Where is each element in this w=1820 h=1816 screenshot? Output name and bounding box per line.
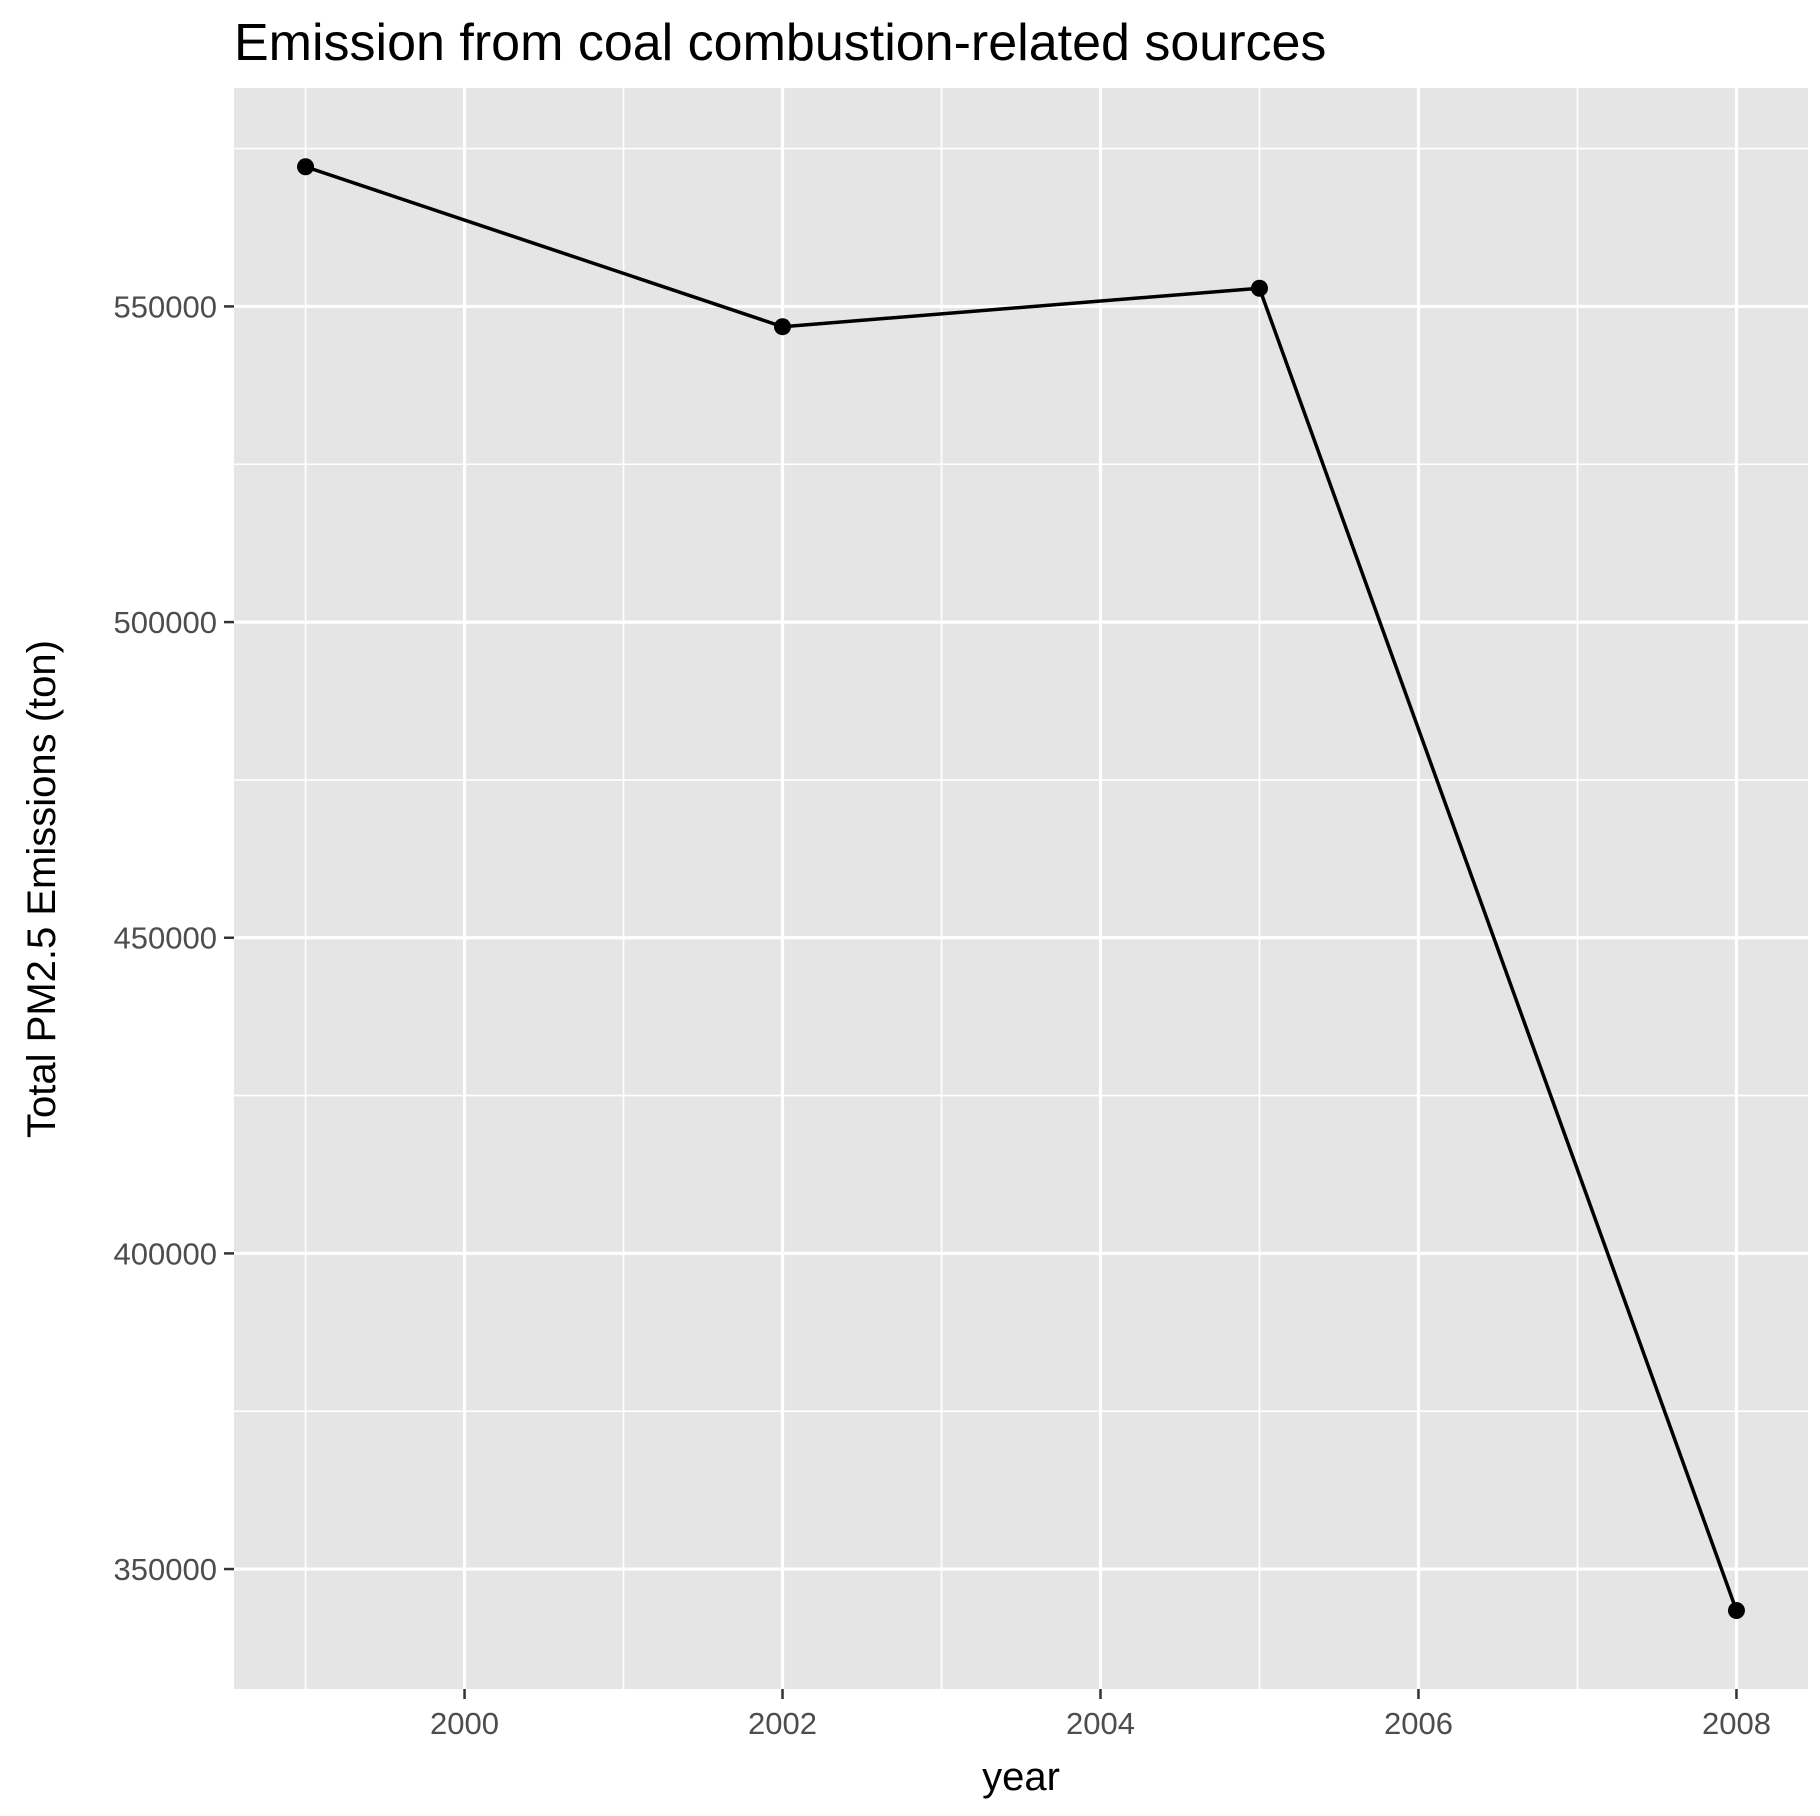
series-line xyxy=(304,165,1739,1612)
x-axis-title: year xyxy=(982,1755,1060,1799)
x-tick-label: 2008 xyxy=(1702,1706,1771,1741)
y-tick-label: 550000 xyxy=(114,289,217,324)
data-point xyxy=(297,158,315,176)
data-point xyxy=(774,318,792,336)
data-point xyxy=(1727,1602,1745,1620)
plot-panel xyxy=(234,88,1808,1689)
x-axis: 2000 2002 2004 2006 2008 xyxy=(430,1689,1771,1741)
y-tick-label: 500000 xyxy=(114,605,217,640)
minor-gridlines xyxy=(234,88,1808,1689)
series-points xyxy=(297,158,1745,1620)
x-tick-label: 2002 xyxy=(748,1706,817,1741)
x-tick-label: 2004 xyxy=(1066,1706,1135,1741)
y-axis: 350000 400000 450000 500000 550000 xyxy=(114,289,234,1587)
data-point xyxy=(1250,279,1268,297)
y-axis-title: Total PM2.5 Emissions (ton) xyxy=(20,640,64,1138)
y-tick-label: 450000 xyxy=(114,921,217,956)
chart-title: Emission from coal combustion-related so… xyxy=(234,14,1326,72)
y-tick-label: 350000 xyxy=(114,1552,217,1587)
x-tick-label: 2000 xyxy=(430,1706,499,1741)
x-tick-label: 2006 xyxy=(1384,1706,1453,1741)
y-tick-label: 400000 xyxy=(114,1236,217,1271)
